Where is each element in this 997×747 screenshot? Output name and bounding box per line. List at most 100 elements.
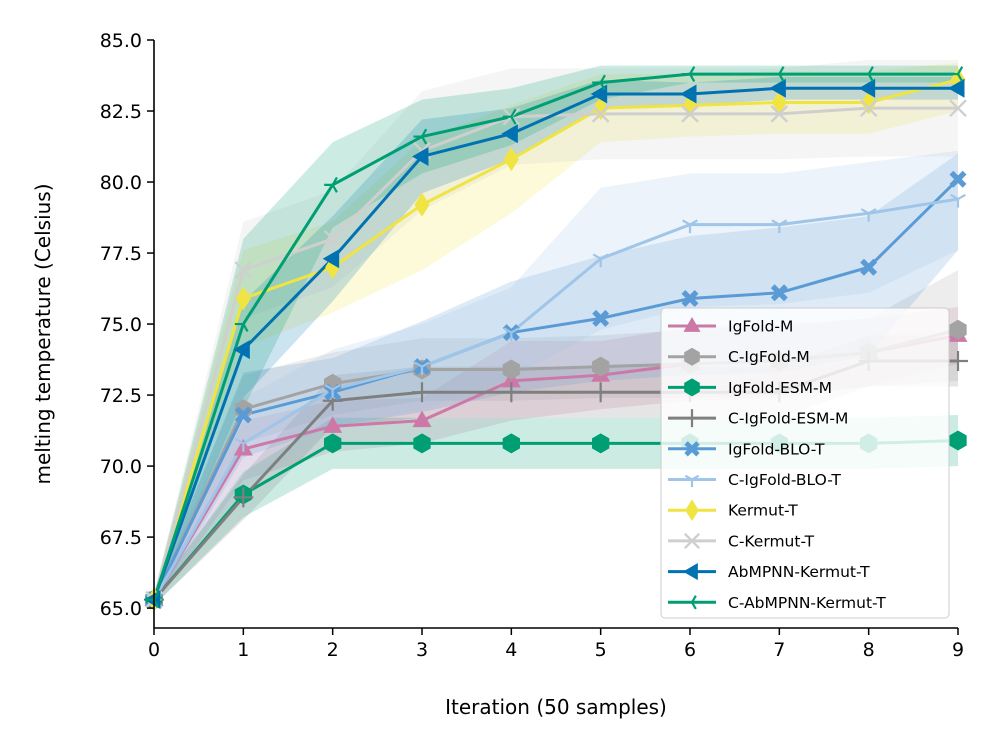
x-tick-label: 2: [327, 639, 339, 661]
y-axis-ticks: 65.0 67.5 70.0 72.5 75.0 77.5 80.0 82.5 85.0: [100, 30, 154, 620]
band-c-abmpnn-kermut-t: [154, 65, 958, 606]
line-kermut-t: [152, 78, 959, 601]
point-kermut-t: [325, 255, 341, 280]
point-c-abmpnn-kermut-t: [681, 66, 696, 83]
point-kermut-t: [861, 90, 877, 115]
point-kermut-t: [414, 192, 430, 217]
point-kermut-t: [503, 147, 519, 172]
point-c-kermut-t: [323, 229, 342, 248]
point-igfold-esm-m: [949, 430, 967, 451]
point-igfold-blo-t: [592, 309, 610, 327]
point-c-igfold-blo-t: [235, 438, 252, 452]
point-igfold-blo-t: [681, 289, 699, 307]
point-c-kermut-t: [859, 99, 878, 118]
x-tick-label: 4: [505, 639, 517, 661]
point-c-kermut-t: [770, 105, 789, 123]
point-abmpnn-kermut-t: [501, 124, 518, 144]
legend-item-c-igfold-blo-t: C-IgFold-BLO-T: [668, 471, 841, 489]
legend-swatch-marker: [683, 317, 701, 332]
point-c-igfold-m: [949, 319, 967, 340]
point-c-kermut-t: [681, 105, 699, 123]
x-tick-label: 8: [863, 639, 875, 661]
point-abmpnn-kermut-t: [769, 78, 786, 98]
point-abmpnn-kermut-t: [322, 249, 340, 269]
y-tick-label: 82.5: [100, 101, 142, 123]
point-igfold-esm-m: [324, 433, 342, 454]
line-c-igfold-blo-t: [152, 197, 959, 601]
point-c-igfold-blo-t: [414, 361, 430, 376]
point-igfold-m: [323, 416, 343, 433]
y-tick-label: 77.5: [100, 243, 142, 265]
x-tick-label: 9: [952, 639, 964, 661]
legend-label: IgFold-ESM-M: [728, 379, 832, 397]
point-c-igfold-m: [592, 356, 610, 377]
y-tick-label: 70.0: [100, 456, 142, 478]
band-c-kermut-t: [154, 59, 958, 606]
point-c-igfold-blo-t: [324, 384, 341, 398]
legend-item-c-igfold-m: C-IgFold-M: [668, 347, 810, 366]
y-tick-label: 72.5: [100, 385, 142, 407]
y-tick-label: 80.0: [100, 172, 142, 194]
legend-label: IgFold-BLO-T: [728, 440, 825, 458]
legend-label: C-IgFold-ESM-M: [728, 410, 848, 428]
legend-label: C-AbMPNN-Kermut-T: [728, 594, 886, 612]
y-tick-label: 65.0: [100, 598, 142, 620]
band-kermut-t: [154, 62, 958, 606]
point-kermut-t: [235, 286, 251, 311]
axes: 0 1 2 3 4 5 6 7 8 9 65.0 67.5 70.0 72.5 75.0 77.5 80.0 8…: [31, 30, 964, 719]
legend-item-c-igfold-esm-m: C-IgFold-ESM-M: [668, 409, 848, 428]
legend-label: AbMPNN-Kermut-T: [728, 563, 870, 581]
x-tick-label: 6: [684, 639, 696, 661]
point-c-kermut-t: [949, 99, 967, 118]
point-c-igfold-esm-m: [590, 382, 611, 403]
legend-label: Kermut-T: [728, 502, 798, 520]
point-abmpnn-kermut-t: [233, 340, 250, 360]
legend-swatch-marker: [683, 409, 701, 428]
point-c-abmpnn-kermut-t: [592, 74, 606, 91]
point-c-igfold-blo-t: [771, 219, 788, 234]
legend-label: IgFold-M: [728, 318, 793, 336]
legend-item-igfold-blo-t: IgFold-BLO-T: [668, 440, 825, 458]
legend-item-abmpnn-kermut-t: AbMPNN-Kermut-T: [668, 563, 870, 581]
legend-item-igfold-esm-m: IgFold-ESM-M: [668, 378, 832, 397]
point-c-abmpnn-kermut-t: [502, 108, 517, 125]
point-igfold-esm-m: [413, 433, 431, 454]
legend-item-c-abmpnn-kermut-t: C-AbMPNN-Kermut-T: [668, 594, 886, 612]
point-c-igfold-esm-m: [233, 487, 254, 508]
point-c-igfold-blo-t: [592, 253, 609, 268]
legend-swatch-marker: [684, 347, 700, 366]
x-tick-label: 5: [595, 639, 607, 661]
point-c-kermut-t: [234, 261, 253, 279]
point-abmpnn-kermut-t: [858, 78, 876, 98]
point-c-abmpnn-kermut-t: [949, 66, 964, 83]
point-c-abmpnn-kermut-t: [770, 66, 785, 83]
legend: IgFold-M C-IgFold-M IgFold-ESM-M C-IgFold-E…: [660, 307, 950, 619]
x-axis-label: Iteration (50 samples): [445, 695, 667, 719]
legend-frame: [660, 307, 950, 619]
point-c-igfold-blo-t: [860, 208, 877, 222]
point-igfold-m: [412, 410, 432, 428]
legend-item-kermut-t: Kermut-T: [668, 499, 798, 521]
legend-swatch-marker: [684, 441, 700, 457]
point-igfold-blo-t: [234, 406, 252, 424]
legend-swatch-marker: [683, 532, 701, 549]
x-tick-label: 1: [237, 639, 249, 661]
y-tick-label: 67.5: [100, 527, 142, 549]
point-igfold-blo-t: [949, 170, 967, 188]
point-igfold-esm-m: [502, 433, 520, 454]
point-abmpnn-kermut-t: [412, 146, 429, 166]
legend-label: C-Kermut-T: [728, 532, 815, 550]
band-c-igfold-blo-t: [154, 150, 958, 606]
x-tick-label: 0: [148, 639, 160, 661]
y-tick-label: 85.0: [100, 30, 142, 52]
point-c-igfold-blo-t: [682, 219, 698, 234]
legend-label: C-IgFold-BLO-T: [728, 471, 841, 489]
legend-swatch-marker: [684, 595, 697, 610]
legend-swatch-marker: [683, 563, 698, 581]
point-c-igfold-esm-m: [501, 382, 522, 403]
legend-swatch-marker: [685, 499, 699, 521]
point-igfold-esm-m: [592, 433, 610, 454]
legend-item-c-kermut-t: C-Kermut-T: [668, 532, 815, 550]
point-kermut-t: [593, 96, 609, 121]
